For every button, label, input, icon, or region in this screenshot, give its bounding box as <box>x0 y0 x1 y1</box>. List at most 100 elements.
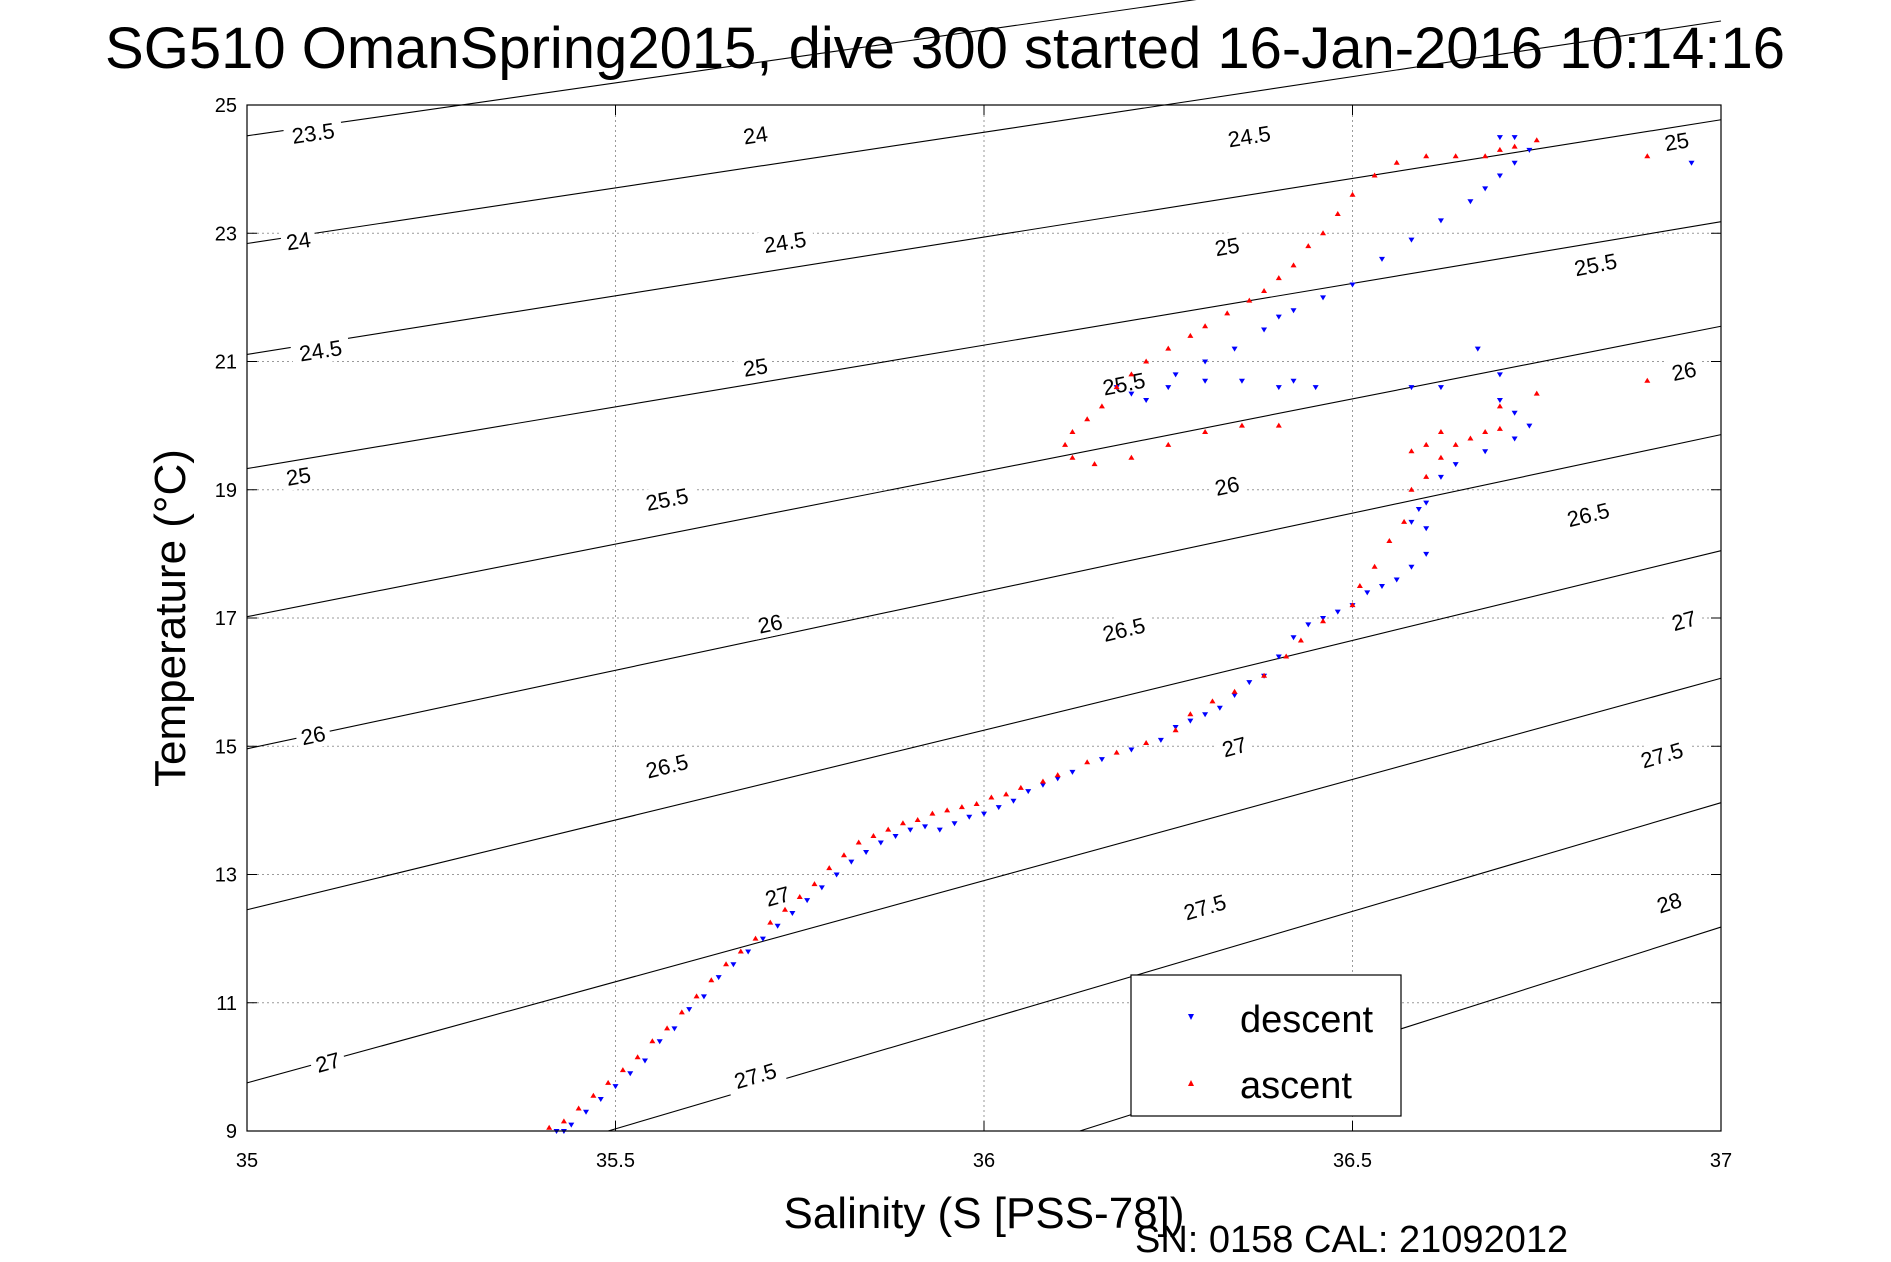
descent-point <box>1305 622 1312 628</box>
data-points <box>546 135 1695 1134</box>
grid <box>247 105 1721 1131</box>
ascent-point <box>1423 441 1430 447</box>
contour-label: 24 <box>741 121 769 149</box>
ascent-point <box>1386 538 1393 544</box>
y-axis-label: Temperature (°C) <box>146 449 195 787</box>
chart-title: SG510 OmanSpring2015, dive 300 started 1… <box>105 16 1785 81</box>
descent-point <box>730 962 737 968</box>
descent-point <box>1437 474 1444 480</box>
ascent-point <box>634 1054 641 1060</box>
ascent-point <box>885 826 892 832</box>
descent-point <box>627 1071 634 1077</box>
contour-label-background <box>1664 354 1704 388</box>
descent-point <box>833 872 840 878</box>
descent-point <box>1349 282 1356 288</box>
contour-label: 26 <box>1213 471 1242 501</box>
ascent-point <box>855 839 862 845</box>
ascent-point <box>1003 791 1010 797</box>
descent-point <box>907 827 914 833</box>
contour-label-background <box>279 225 318 256</box>
ascent-point <box>1261 287 1268 293</box>
descent-point <box>1128 391 1135 397</box>
descent-point <box>1010 798 1017 804</box>
descent-point <box>1408 519 1415 525</box>
ascent-point <box>1401 518 1408 524</box>
descent-point <box>892 834 899 840</box>
ascent-point <box>914 816 921 822</box>
descent-point <box>789 910 796 916</box>
contour-label-background <box>736 351 775 383</box>
contour-label-background <box>1630 734 1694 776</box>
contour-label-background <box>293 718 333 752</box>
ascent-point <box>870 833 877 839</box>
contour-label-background <box>1173 886 1237 928</box>
contour-label: 25 <box>741 353 769 382</box>
descent-point <box>1334 609 1341 615</box>
ascent-point <box>1644 153 1651 159</box>
ascent-point <box>973 800 980 806</box>
descent-point <box>1246 680 1253 686</box>
ascent-point <box>1098 403 1105 409</box>
ascent-point <box>1533 137 1540 143</box>
ascent-point <box>1275 422 1282 428</box>
ascent-point <box>560 1118 567 1124</box>
contour-label-background <box>1564 245 1627 283</box>
contour-line <box>246 677 1722 1084</box>
descent-point <box>1165 385 1172 391</box>
descent-point <box>1482 186 1489 192</box>
contour-label-background <box>1092 365 1155 402</box>
ascent-point <box>1482 429 1489 435</box>
y-tick-label: 21 <box>215 352 237 374</box>
contour-line <box>246 550 1722 911</box>
descent-point <box>1452 462 1459 468</box>
ascent-point <box>1297 637 1304 643</box>
legend-marker-descent <box>1188 1014 1194 1020</box>
ascent-point <box>826 865 833 871</box>
ascent-point <box>605 1079 612 1085</box>
ascent-point <box>1224 310 1231 316</box>
contour-label-background <box>1207 469 1247 502</box>
descent-point <box>1172 372 1179 378</box>
descent-point <box>1025 789 1032 795</box>
ascent-point <box>1172 727 1179 733</box>
contour-label-background <box>1092 609 1156 649</box>
descent-point <box>1187 718 1194 724</box>
ascent-point <box>1533 390 1540 396</box>
descent-point <box>583 1109 590 1115</box>
contour-line <box>607 802 1722 1132</box>
ascent-point <box>767 919 774 925</box>
ascent-point <box>1187 711 1194 717</box>
legend-label-ascent: ascent <box>1240 1065 1352 1107</box>
contour-label-background <box>750 607 790 640</box>
ascent-point <box>1113 384 1120 390</box>
contour-label-background <box>723 1054 787 1097</box>
x-axis-label: Salinity (S [PSS-78]) <box>783 1189 1184 1238</box>
y-tick-label: 13 <box>215 865 237 887</box>
contour-label-background <box>1214 729 1255 764</box>
ascent-point <box>678 1009 685 1015</box>
descent-point <box>922 824 929 830</box>
ascent-point <box>1084 416 1091 422</box>
legend-marker-ascent <box>1188 1080 1194 1086</box>
ascent-point <box>1275 275 1282 281</box>
contour-line <box>246 0 1197 137</box>
ascent-point <box>1349 191 1356 197</box>
contour-label-background <box>1664 603 1704 638</box>
legend-label-descent: descent <box>1240 999 1374 1041</box>
ascent-point <box>1371 172 1378 178</box>
descent-point <box>1290 378 1297 384</box>
y-tick-label: 17 <box>215 608 237 630</box>
descent-point <box>715 975 722 981</box>
x-tick-label: 36 <box>973 1150 995 1172</box>
descent-point <box>1202 378 1209 384</box>
ascent-point <box>1437 429 1444 435</box>
descent-point <box>1275 385 1282 391</box>
descent-point <box>1496 372 1503 378</box>
descent-point <box>951 821 958 827</box>
ascent-point <box>1143 740 1150 746</box>
ascent-point <box>1408 448 1415 454</box>
y-tick-label: 15 <box>215 736 237 758</box>
ascent-point <box>1187 332 1194 338</box>
ascent-point <box>1069 454 1076 460</box>
